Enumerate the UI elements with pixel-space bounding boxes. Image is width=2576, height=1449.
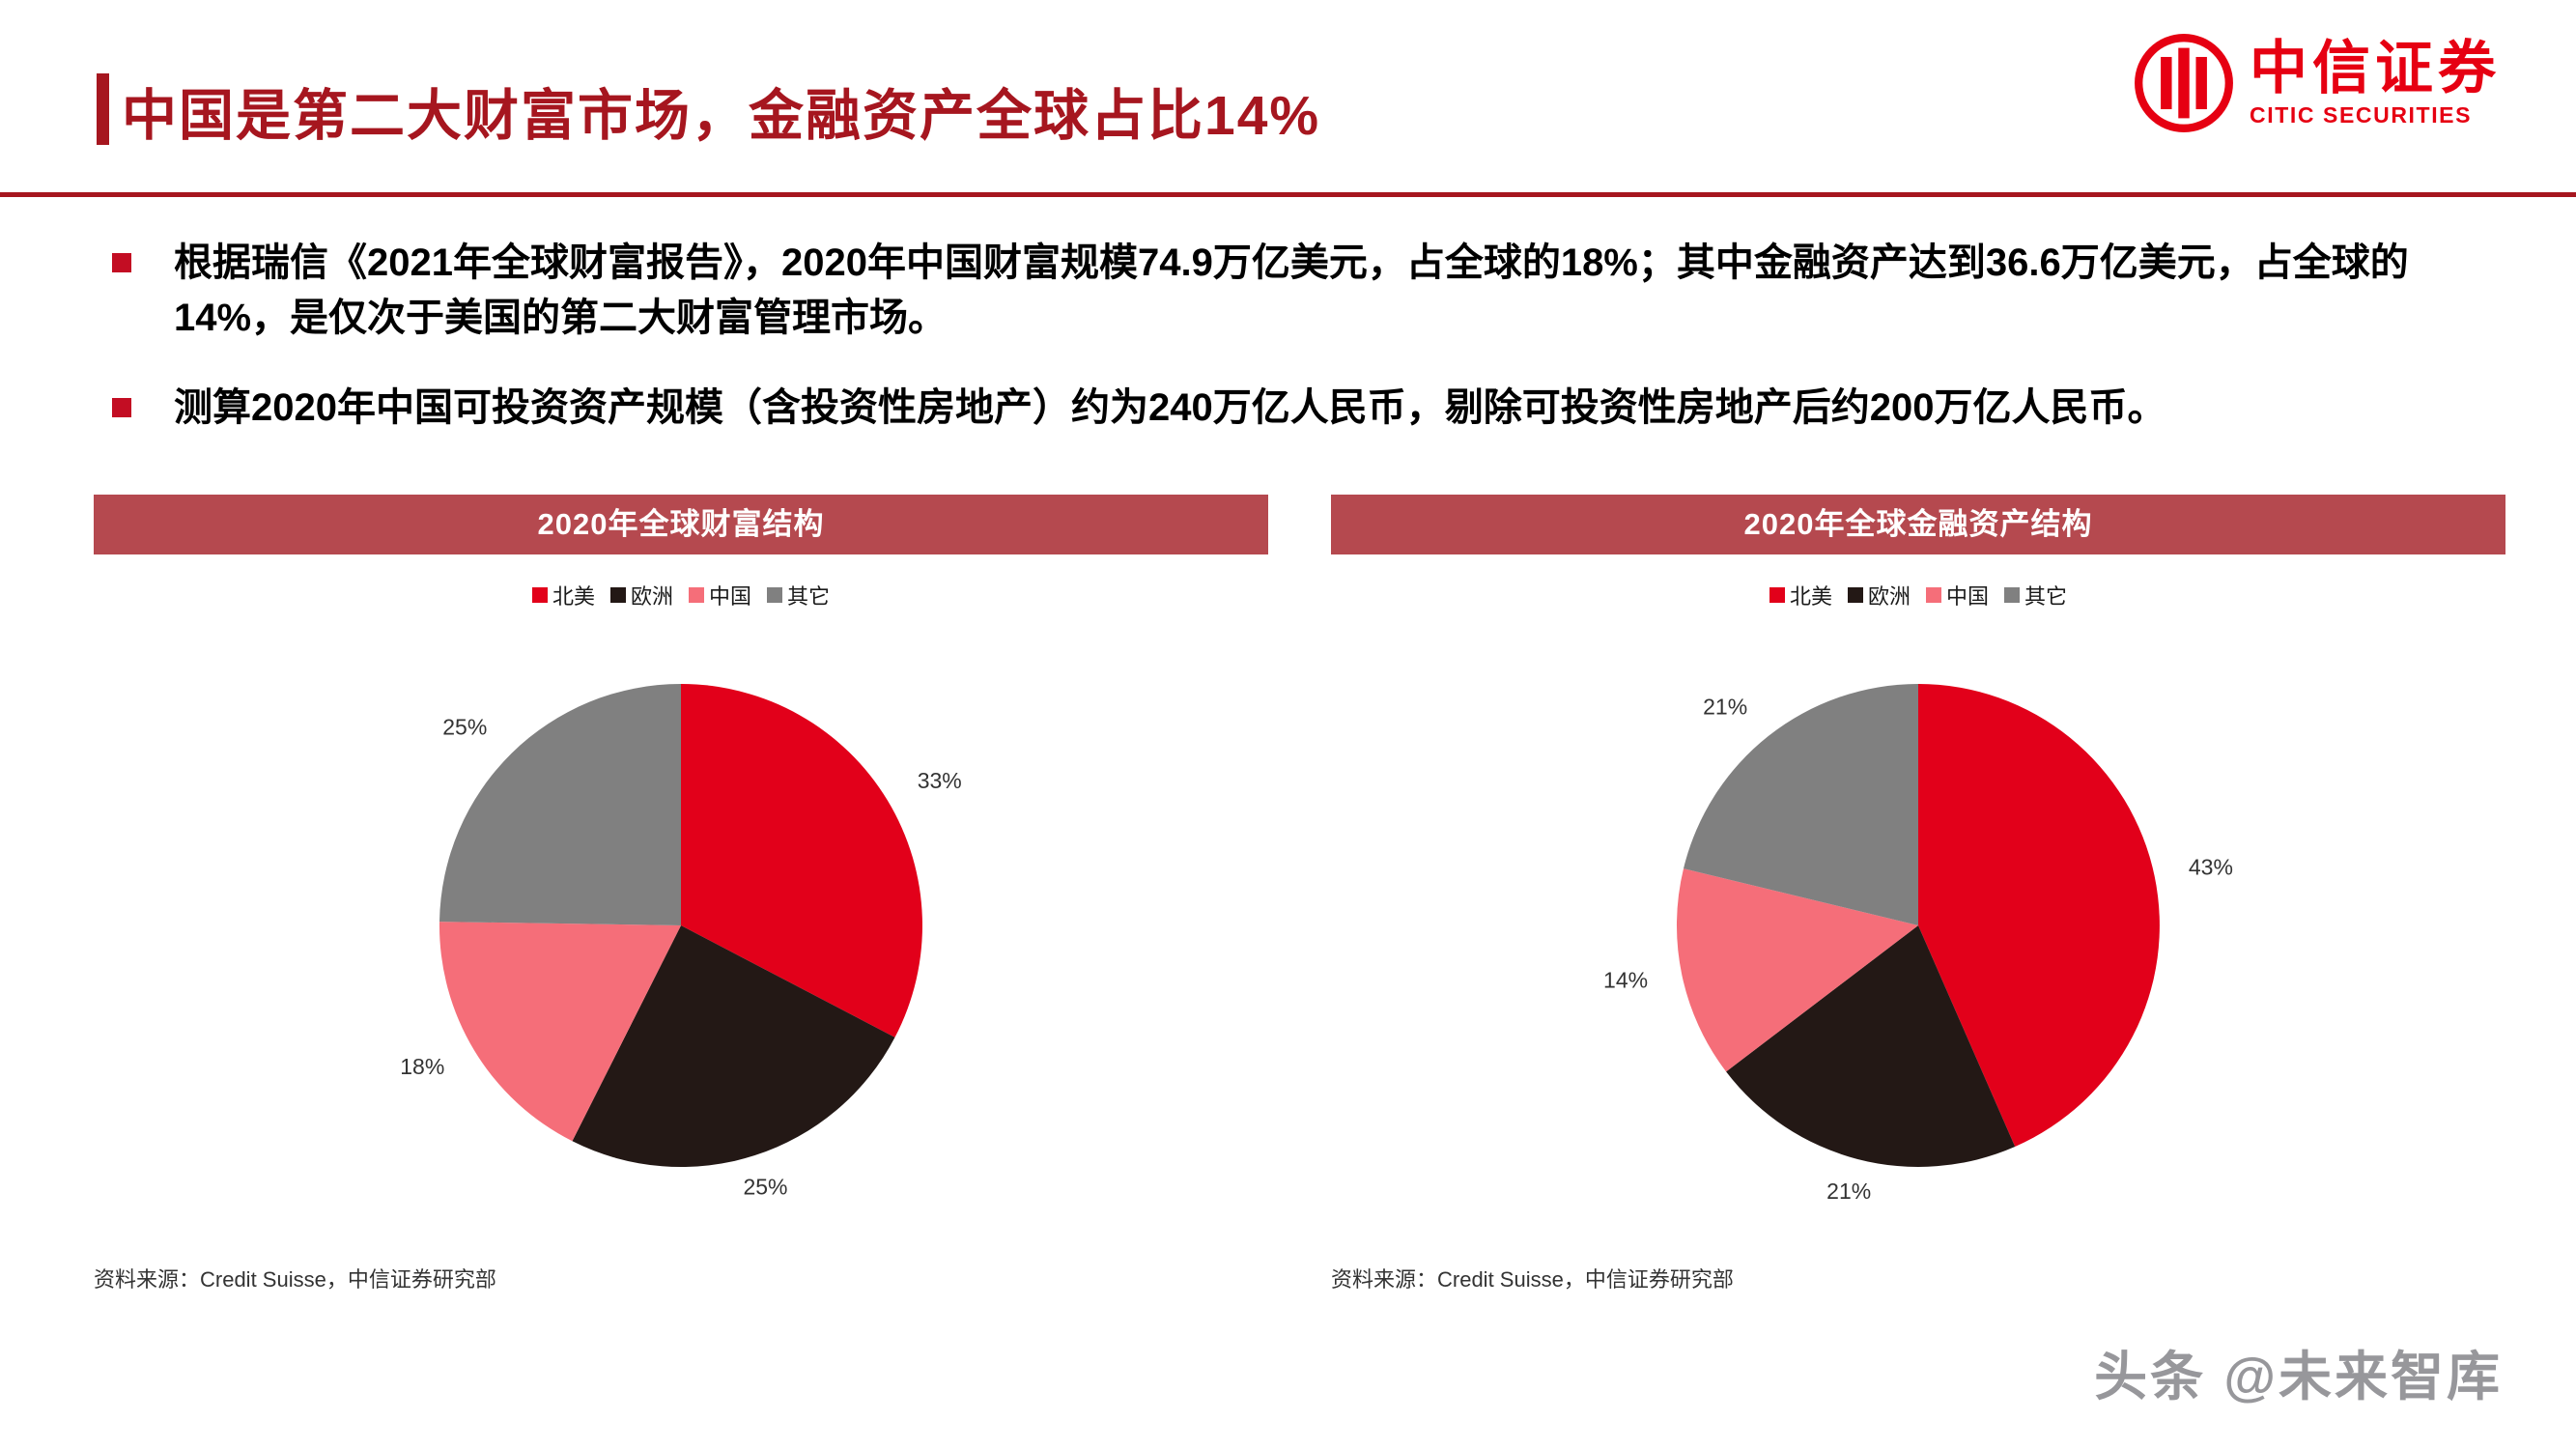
chart-title: 2020年全球金融资产结构 [1331, 495, 2505, 554]
pie-slice [1676, 868, 1918, 1072]
legend-label: 北美 [1789, 584, 1832, 609]
source-note: 资料来源：Credit Suisse，中信证券研究部 [1331, 1267, 1734, 1292]
logo-text: 中信证券 CITIC SECURITIES [2250, 36, 2501, 128]
chart-title: 2020年全球财富结构 [94, 495, 1268, 554]
logo-name-en: CITIC SECURITIES [2250, 101, 2473, 128]
bullet-text: 根据瑞信《2021年全球财富报告》，2020年中国财富规模74.9万亿美元，占全… [174, 242, 2409, 339]
legend-item: 欧洲 [609, 580, 673, 611]
logo-name-cn: 中信证券 [2250, 36, 2501, 100]
title-accent-bar [97, 73, 109, 145]
legend-item: 北美 [531, 580, 595, 611]
legend-swatch-icon [2004, 587, 2021, 603]
pie-slice [572, 925, 895, 1168]
legend-swatch-icon [1847, 587, 1863, 603]
citic-logo-icon [2135, 34, 2233, 132]
legend-item: 北美 [1769, 580, 1832, 611]
legend-label: 其它 [787, 584, 831, 609]
bullet-list: 根据瑞信《2021年全球财富报告》，2020年中国财富规模74.9万亿美元，占全… [112, 236, 2469, 470]
pie-slice [681, 684, 922, 1037]
pie-label: 18% [400, 1054, 444, 1079]
pie-label: 25% [743, 1174, 787, 1199]
pie-chart-svg: 43% 21% 14% 21% [1603, 684, 2233, 1204]
legend-label: 欧洲 [630, 584, 673, 609]
citic-logo: 中信证券 CITIC SECURITIES [2134, 33, 2501, 133]
legend-swatch-icon [767, 587, 783, 603]
page-title: 中国是第二大财富市场，金融资产全球占比14% [122, 85, 1321, 147]
legend-label: 中国 [709, 584, 752, 609]
legend-swatch-icon [689, 587, 704, 603]
pie-slice [1684, 684, 1918, 925]
legend-item: 欧洲 [1847, 580, 1911, 611]
pie-label: 33% [918, 768, 962, 793]
pie-slice [439, 922, 681, 1142]
pie-chart: 43% 21% 14% 21% [1331, 612, 2505, 1238]
pie-slice [1726, 925, 2016, 1167]
bullet-item: 测算2020年中国可投资资产规模（含投资性房地产）约为240万亿人民币，剔除可投… [112, 381, 2469, 436]
legend-item: 中国 [689, 580, 751, 611]
pie-label: 25% [442, 714, 487, 739]
bullet-marker-icon [112, 398, 131, 417]
source-note: 资料来源：Credit Suisse，中信证券研究部 [94, 1267, 496, 1292]
bullet-item: 根据瑞信《2021年全球财富报告》，2020年中国财富规模74.9万亿美元，占全… [112, 236, 2469, 346]
pie-label: 14% [1603, 968, 1648, 993]
legend-label: 其它 [2024, 584, 2068, 609]
header-divider [0, 192, 2576, 197]
chart-legend: 北美 欧洲 中国 其它 [94, 580, 1268, 611]
pie-label: 21% [1826, 1179, 1871, 1204]
bullet-marker-icon [112, 253, 131, 272]
legend-item: 其它 [2004, 580, 2067, 611]
watermark: 头条 @未来智库 [2094, 1347, 2503, 1406]
legend-label: 中国 [1946, 584, 1990, 609]
legend-swatch-icon [531, 587, 548, 603]
legend-item: 其它 [767, 580, 830, 611]
chart-legend: 北美 欧洲 中国 其它 [1331, 580, 2505, 611]
legend-item: 中国 [1926, 580, 1989, 611]
pie-chart-svg: 33% 25% 18% 25% [400, 684, 962, 1199]
pie-slice [1918, 684, 2160, 1147]
legend-swatch-icon [1926, 587, 1941, 603]
legend-swatch-icon [1769, 587, 1785, 603]
pie-label: 43% [2189, 854, 2233, 879]
legend-label: 欧洲 [1867, 584, 1911, 609]
legend-label: 北美 [552, 584, 595, 609]
legend-swatch-icon [609, 587, 626, 603]
pie-slice [439, 684, 681, 925]
chart-panel-wealth-structure: 2020年全球财富结构 北美 欧洲 中国 其它 33% 25% 18% 25% 资料来源：C… [94, 495, 1268, 1311]
chart-panel-financial-asset-structure: 2020年全球金融资产结构 北美 欧洲 中国 其它 43% 21% 14% 21% 资料来源… [1331, 495, 2505, 1311]
pie-chart: 33% 25% 18% 25% [94, 612, 1268, 1238]
pie-label: 21% [1703, 694, 1747, 719]
bullet-text: 测算2020年中国可投资资产规模（含投资性房地产）约为240万亿人民币，剔除可投… [174, 386, 2166, 429]
